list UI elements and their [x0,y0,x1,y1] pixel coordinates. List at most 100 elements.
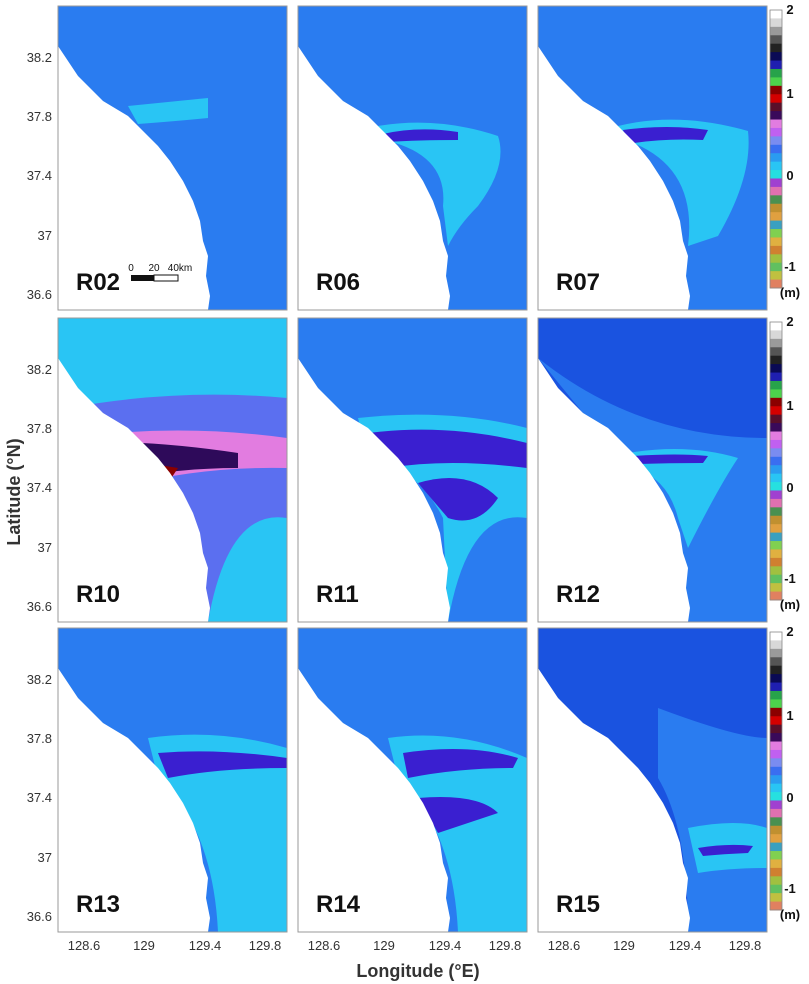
panel-label: R06 [316,269,360,296]
latitude-tick-label: 37 [38,850,52,865]
latitude-ticks: 38.2 37.8 37.4 37 36.6 38.2 37.8 37.4 37 36.6 38.2… [27,50,52,924]
colorbar-swatch [770,10,782,19]
colorbar-swatch [770,859,782,869]
colorbar-swatch [770,279,782,289]
colorbar-swatch [770,237,782,247]
panel-label: R10 [76,581,120,608]
latitude-tick-label: 36.6 [27,909,52,924]
colorbar-swatch [770,94,782,104]
colorbar-swatch [770,665,782,675]
colorbar-swatch [770,144,782,154]
colorbar-swatch [770,465,782,475]
longitude-tick-label: 128.6 [548,938,581,953]
colorbar-swatch [770,574,782,584]
colorbar-swatch [770,136,782,146]
colorbar-swatch [770,220,782,230]
map-panel-r14: R14 [297,627,528,933]
panel-grid: R02 R06 R07 R10 R11 R12 R13 R14 R15 [57,5,768,933]
x-axis-title: Longitude (°E) [356,961,479,981]
colorbar-swatch [770,657,782,667]
scale-bar-label-40: 40km [168,263,192,274]
latitude-tick-label: 37.8 [27,109,52,124]
colorbar-label: -1 [784,881,796,896]
colorbar-swatch [770,783,782,793]
colorbar-swatch [770,893,782,903]
land-mass [58,6,210,310]
colorbar-swatch [770,800,782,810]
wave-height-band [158,751,287,778]
panel-label: R14 [316,891,361,918]
colorbar-swatch [770,758,782,768]
land-mass [58,628,210,932]
wave-height-band [418,797,498,833]
panel-label: R07 [556,269,600,296]
colorbar-label: 2 [786,624,793,639]
colorbar-swatch [770,77,782,87]
longitude-tick-label: 129.4 [189,938,222,953]
map-panel-r02: R02 [57,5,288,311]
land-mass [298,628,450,932]
colorbar-label: -1 [784,571,796,586]
latitude-tick-label: 37.4 [27,168,52,183]
colorbar-swatch [770,380,782,390]
colorbar-swatch [770,43,782,53]
colorbar-swatch [770,733,782,743]
wave-height-band [628,449,738,548]
map-panel-r13: R13 [57,627,288,933]
colorbar-swatch [770,808,782,818]
colorbar-label: 0 [786,168,793,183]
colorbar-label: 1 [786,398,793,413]
wave-height-band [368,429,527,468]
colorbar-swatch [770,119,782,129]
wave-height-band [658,708,767,932]
latitude-tick-label: 37 [38,540,52,555]
longitude-tick-label: 129.8 [249,938,282,953]
colorbar-label: 0 [786,480,793,495]
map-panel-r06: R06 [297,5,528,311]
colorbar-swatch [770,186,782,196]
panel-label: R12 [556,581,600,608]
colorbar-label: 2 [786,2,793,17]
colorbar-swatch [770,330,782,340]
latitude-tick-label: 37.8 [27,421,52,436]
colorbar-swatch [770,52,782,62]
colorbar-label: 1 [786,86,793,101]
colorbar-swatch [770,439,782,449]
longitude-tick-label: 128.6 [308,938,341,953]
colorbar-swatch [770,338,782,348]
colorbar-swatch [770,901,782,911]
colorbar-label: -1 [784,259,796,274]
panel-frame [57,627,288,933]
colorbar-swatch [770,541,782,550]
colorbar-swatch [770,262,782,272]
colorbar-swatch [770,532,782,542]
colorbar-swatch [770,707,782,717]
colorbar-swatch [770,229,782,238]
wave-height-band [698,844,753,856]
colorbar-swatch [770,397,782,407]
colorbar-swatch [770,876,782,886]
colorbar-swatch [770,414,782,424]
latitude-tick-label: 37.8 [27,731,52,746]
wave-height-band [148,734,287,932]
panel-frame [297,317,528,623]
panel-frame [297,627,528,933]
panel-frame [537,627,768,933]
land-mass [58,318,210,622]
colorbar-frame [769,631,783,911]
land-mass [538,628,690,932]
longitude-tick-label: 129.4 [669,938,702,953]
colorbar-swatch [770,834,782,844]
colorbar-swatch [770,431,782,441]
colorbar-swatch [770,170,782,179]
colorbar-swatch [770,389,782,399]
colorbar-swatch [770,825,782,835]
colorbar-swatch [770,482,782,491]
colorbar-swatch [770,716,782,726]
colorbar-swatch [770,85,782,95]
wave-height-band [633,454,708,464]
map-panel-r10: R10 [57,317,288,623]
land-mass [538,318,690,622]
colorbar-swatch [770,26,782,36]
latitude-tick-label: 37.4 [27,480,52,495]
